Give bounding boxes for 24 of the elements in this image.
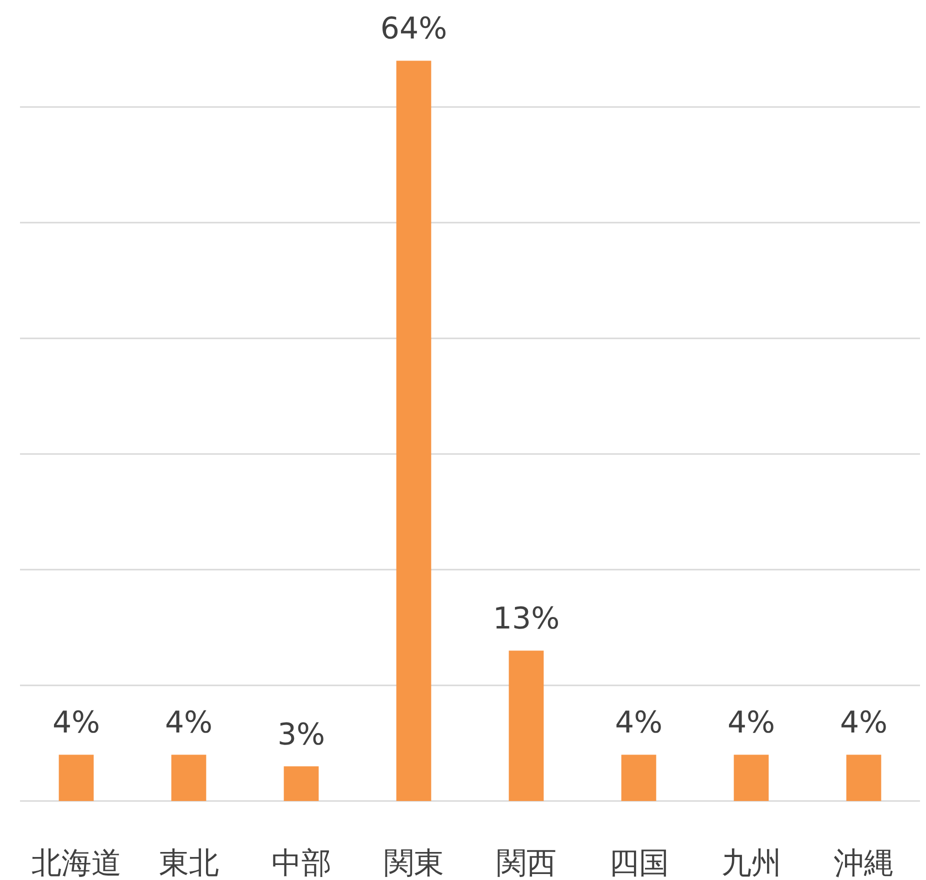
data-label: 4%: [840, 706, 888, 741]
data-label: 4%: [727, 706, 776, 741]
data-label: 4%: [164, 706, 213, 741]
x-tick-label: 中部: [271, 846, 332, 880]
data-label: 3%: [277, 717, 326, 752]
data-label: 4%: [614, 706, 663, 741]
bar: [171, 754, 206, 801]
bar: [284, 766, 319, 801]
x-tick-label: 関東: [384, 846, 444, 880]
data-label: 13%: [492, 602, 560, 637]
bar: [508, 650, 544, 801]
bar: [846, 754, 882, 801]
bar: [396, 60, 432, 801]
data-label: 64%: [380, 12, 448, 47]
x-tick-label: 東北: [158, 846, 219, 880]
bar: [734, 754, 769, 801]
x-tick-label: 沖縄: [834, 846, 894, 880]
bar: [58, 754, 94, 801]
bar: [621, 754, 656, 801]
x-tick-label: 四国: [608, 846, 669, 880]
x-tick-label: 北海道: [31, 846, 122, 880]
data-label: 4%: [52, 706, 100, 741]
x-tick-label: 九州: [721, 846, 782, 880]
x-tick-label: 関西: [496, 846, 556, 880]
